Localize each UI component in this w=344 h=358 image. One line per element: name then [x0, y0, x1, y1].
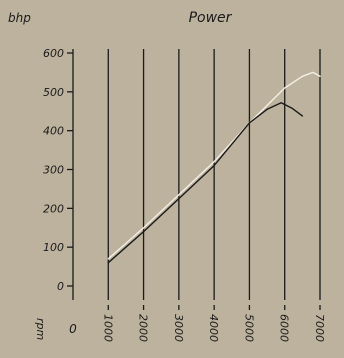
grid-lines: [107, 49, 321, 310]
x-axis-label: rpm: [34, 318, 47, 340]
y-tick-label: 400: [43, 125, 64, 138]
y-tick-label: 100: [43, 241, 64, 254]
x-tick-label: 7000: [313, 314, 326, 342]
chart-title: Power: [189, 10, 233, 26]
x-tick-label: 6000: [278, 314, 291, 342]
y-tick-label: 600: [43, 47, 64, 60]
y-tick-labels: 0 100 200 300 400 500 600: [43, 47, 64, 293]
x-tick-label: 3000: [172, 314, 185, 342]
x-origin-label: 0: [69, 322, 77, 336]
series-lines: [107, 71, 321, 264]
x-tick-label: 5000: [242, 314, 255, 342]
x-tick-label: 1000: [101, 314, 114, 342]
y-tick-label: 200: [43, 202, 64, 215]
y-tick-label: 0: [57, 280, 64, 293]
y-axis: [67, 49, 74, 300]
y-axis-label: bhp: [8, 11, 31, 25]
series-line-2: [107, 101, 304, 264]
x-tick-labels: 1000 2000 3000 4000 5000 6000 7000: [101, 314, 326, 342]
y-tick-label: 300: [43, 164, 64, 177]
x-tick-label: 4000: [207, 314, 220, 342]
y-tick-label: 500: [43, 86, 64, 99]
x-tick-label: 2000: [137, 314, 150, 342]
